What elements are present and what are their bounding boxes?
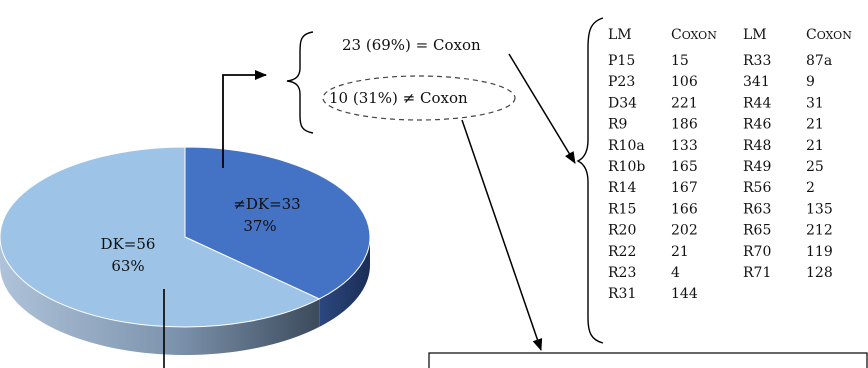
slice-label-not-dk: ≠DK=33	[233, 195, 300, 213]
table-cell-coxon-2: 9	[806, 74, 815, 90]
header-lm-1: LM	[608, 27, 632, 43]
pie-slice-not-dk	[184, 146, 371, 300]
table-cell-coxon-1: 186	[671, 117, 698, 133]
table-cell-coxon-2: 21	[806, 138, 824, 154]
callout-highlight-ellipse	[322, 75, 516, 121]
table-cell-lm-1: R10b	[608, 159, 645, 175]
table-cell-lm-2: R33	[743, 53, 771, 69]
header-coxon-1: COXON	[671, 27, 717, 43]
pie-side-dk	[0, 237, 320, 355]
table-cell-lm-1: R15	[608, 201, 636, 217]
header-coxon-2: COXON	[806, 27, 852, 43]
table-cell-lm-2: R63	[743, 201, 771, 217]
table-cell-lm-2: R70	[743, 244, 771, 260]
table-cell-lm-2: 341	[743, 74, 770, 90]
table-cell-coxon-1: 144	[671, 286, 698, 302]
table-cell-coxon-2: 119	[806, 244, 833, 260]
arrow-to-box	[461, 119, 543, 351]
table-cell-lm-2: R44	[743, 95, 771, 111]
table-cell-lm-1: R23	[608, 265, 636, 281]
table-cell-lm-1: P23	[608, 74, 635, 90]
table-cell-coxon-1: 221	[671, 95, 698, 111]
table-cell-coxon-2: 128	[806, 265, 833, 281]
table-cell-lm-1: P15	[608, 53, 635, 69]
table-cell-coxon-2: 31	[806, 95, 824, 111]
table-cell-lm-1: R20	[608, 223, 636, 239]
table-brace	[576, 17, 604, 344]
table-cell-coxon-2: 2	[806, 180, 815, 196]
table-cell-coxon-1: 166	[671, 201, 698, 217]
table-cell-coxon-2: 25	[806, 159, 824, 175]
table-cell-coxon-2: 87a	[806, 53, 832, 69]
table-cell-lm-2: R56	[743, 180, 771, 196]
header-lm-2: LM	[743, 27, 767, 43]
table-cell-coxon-1: 106	[671, 74, 698, 90]
slice-percent-not-dk: 37%	[243, 217, 276, 235]
table-cell-lm-1: R10a	[608, 138, 645, 154]
pie-slice-dk	[0, 146, 321, 328]
table-cell-lm-2: R71	[743, 265, 771, 281]
bottom-box	[428, 352, 868, 368]
table-cell-coxon-1: 21	[671, 244, 689, 260]
table-cell-lm-1: R31	[608, 286, 636, 302]
ndk-callout-arrow	[222, 70, 267, 168]
callout-brace	[286, 31, 314, 134]
arrow-to-table	[508, 53, 576, 164]
table-cell-lm-2: R46	[743, 117, 771, 133]
table-cell-coxon-2: 21	[806, 117, 824, 133]
table-cell-coxon-2: 212	[806, 223, 833, 239]
table-cell-coxon-1: 15	[671, 53, 689, 69]
table-cell-lm-2: R49	[743, 159, 771, 175]
table-cell-coxon-1: 165	[671, 159, 698, 175]
callout-equal-coxon: 23 (69%) = Coxon	[342, 36, 481, 54]
table-cell-lm-2: R48	[743, 138, 771, 154]
slice-label-dk: DK=56	[101, 235, 156, 253]
table-cell-lm-1: D34	[608, 95, 637, 111]
slice-percent-dk: 63%	[111, 257, 144, 275]
table-cell-coxon-1: 133	[671, 138, 698, 154]
callout-not-equal-coxon: 10 (31%) ≠ Coxon	[329, 89, 468, 107]
pie-chart	[0, 146, 371, 355]
table-cell-coxon-1: 4	[671, 265, 680, 281]
table-cell-coxon-1: 167	[671, 180, 698, 196]
table-cell-lm-1: R22	[608, 244, 636, 260]
pie-side-not-dk	[319, 237, 370, 327]
table-cell-lm-1: R14	[608, 180, 636, 196]
table-cell-coxon-1: 202	[671, 223, 698, 239]
table-header: LM COXON LM COXON	[608, 27, 852, 43]
table-cell-lm-2: R65	[743, 223, 771, 239]
table-cell-coxon-2: 135	[806, 201, 833, 217]
table-cell-lm-1: R9	[608, 117, 627, 133]
